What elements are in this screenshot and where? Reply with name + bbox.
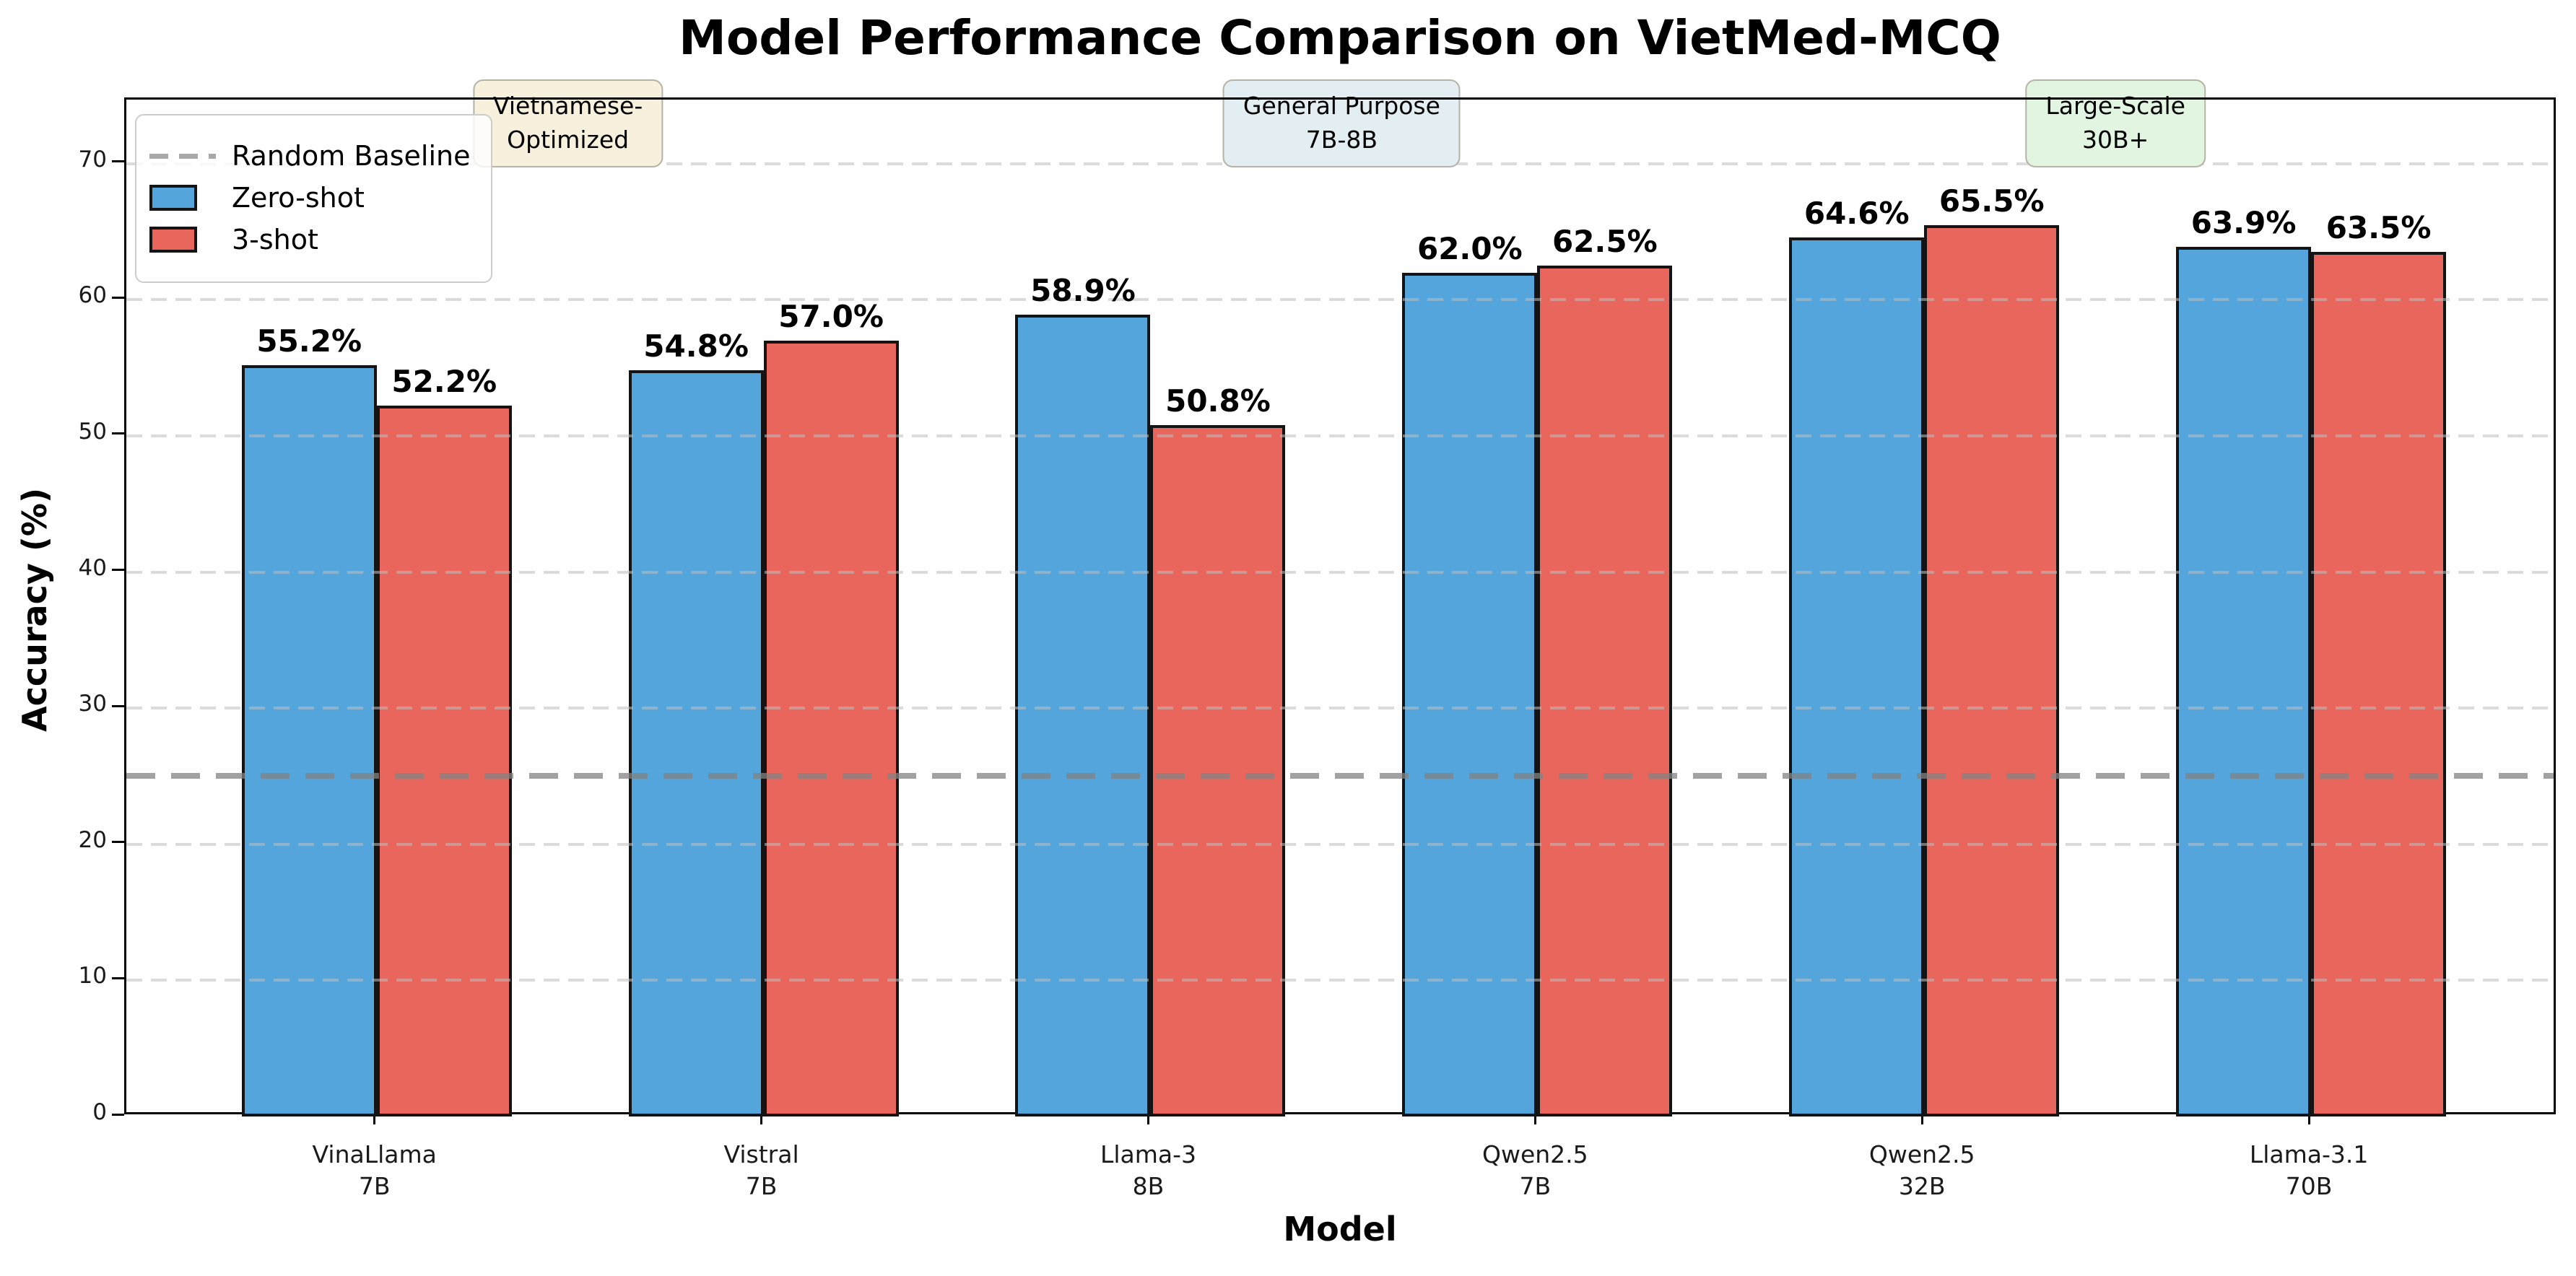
- chart-title: Model Performance Comparison on VietMed-…: [679, 10, 2001, 66]
- x-category-label: Llama-3 8B: [1100, 1140, 1196, 1200]
- bar-zero-shot: [1015, 315, 1151, 1116]
- bar-value-label: 62.0%: [1417, 230, 1523, 266]
- bar-3-shot: [1537, 266, 1673, 1116]
- legend-item-zero-shot: Zero-shot: [149, 182, 471, 214]
- bar-3-shot: [763, 340, 899, 1116]
- bar-value-label: 63.5%: [2325, 210, 2432, 246]
- y-tick-label: 10: [78, 963, 107, 989]
- bar-zero-shot: [1789, 237, 1925, 1116]
- x-category-label: VinaLlama 7B: [312, 1140, 437, 1200]
- bar-zero-shot: [628, 370, 764, 1116]
- x-tick-mark: [1146, 1114, 1149, 1124]
- x-axis-label: Model: [1283, 1210, 1397, 1249]
- y-axis-label: Accuracy (%): [15, 488, 54, 733]
- x-tick-mark: [760, 1114, 763, 1124]
- legend-item-random-baseline: Random Baseline: [149, 140, 471, 172]
- bar-value-label: 54.8%: [643, 328, 749, 364]
- annotation-box: General Purpose 7B-8B: [1222, 79, 1461, 167]
- dashed-line-swatch: [149, 153, 216, 159]
- bar-3-shot: [1924, 224, 2060, 1116]
- bar-3-shot: [1150, 424, 1286, 1116]
- bar-zero-shot: [2176, 246, 2312, 1116]
- x-category-label: Qwen2.5 7B: [1482, 1140, 1588, 1200]
- x-tick-mark: [2307, 1114, 2310, 1124]
- legend-item-3-shot: 3-shot: [149, 224, 471, 255]
- bar-value-label: 63.9%: [2190, 204, 2297, 240]
- y-tick-label: 60: [78, 282, 107, 309]
- bar-value-label: 64.6%: [1803, 195, 1910, 231]
- bar-value-label: 57.0%: [778, 298, 884, 334]
- y-tick-label: 40: [78, 554, 107, 581]
- y-tick-mark: [112, 432, 124, 435]
- x-tick-mark: [373, 1114, 376, 1124]
- bar-value-label: 52.2%: [391, 364, 497, 400]
- bar-value-label: 50.8%: [1165, 383, 1271, 419]
- annotation-box: Large-Scale 30B+: [2025, 79, 2206, 167]
- y-tick-mark: [112, 976, 124, 979]
- legend: Random Baseline Zero-shot 3-shot: [135, 114, 492, 283]
- y-tick-label: 0: [92, 1099, 107, 1125]
- bar-value-label: 62.5%: [1552, 224, 1658, 260]
- y-tick-label: 30: [78, 691, 107, 717]
- x-tick-mark: [1920, 1114, 1923, 1124]
- annotation-box: Vietnamese- Optimized: [473, 79, 663, 167]
- bar-value-label: 55.2%: [256, 323, 362, 359]
- bar-zero-shot: [241, 364, 377, 1116]
- legend-label: Zero-shot: [232, 182, 365, 214]
- legend-label: Random Baseline: [232, 140, 471, 172]
- three-shot-swatch: [149, 227, 197, 253]
- bar-3-shot: [376, 406, 512, 1116]
- y-tick-mark: [112, 841, 124, 844]
- bar-zero-shot: [1402, 272, 1538, 1116]
- x-category-label: Qwen2.5 32B: [1868, 1140, 1975, 1200]
- legend-label: 3-shot: [232, 224, 318, 255]
- x-category-label: Vistral 7B: [723, 1140, 799, 1200]
- y-tick-mark: [112, 1113, 124, 1116]
- y-tick-mark: [112, 160, 124, 163]
- zero-shot-swatch: [149, 185, 197, 211]
- x-tick-mark: [1533, 1114, 1536, 1124]
- y-tick-mark: [112, 569, 124, 571]
- bar-3-shot: [2311, 252, 2447, 1116]
- bar-value-label: 58.9%: [1030, 273, 1136, 309]
- x-category-label: Llama-3.1 70B: [2249, 1140, 2369, 1200]
- y-tick-mark: [112, 296, 124, 299]
- y-tick-mark: [112, 704, 124, 707]
- y-tick-label: 50: [78, 418, 107, 445]
- bar-value-label: 65.5%: [1938, 183, 2045, 219]
- y-tick-label: 70: [78, 146, 107, 172]
- y-tick-label: 20: [78, 826, 107, 853]
